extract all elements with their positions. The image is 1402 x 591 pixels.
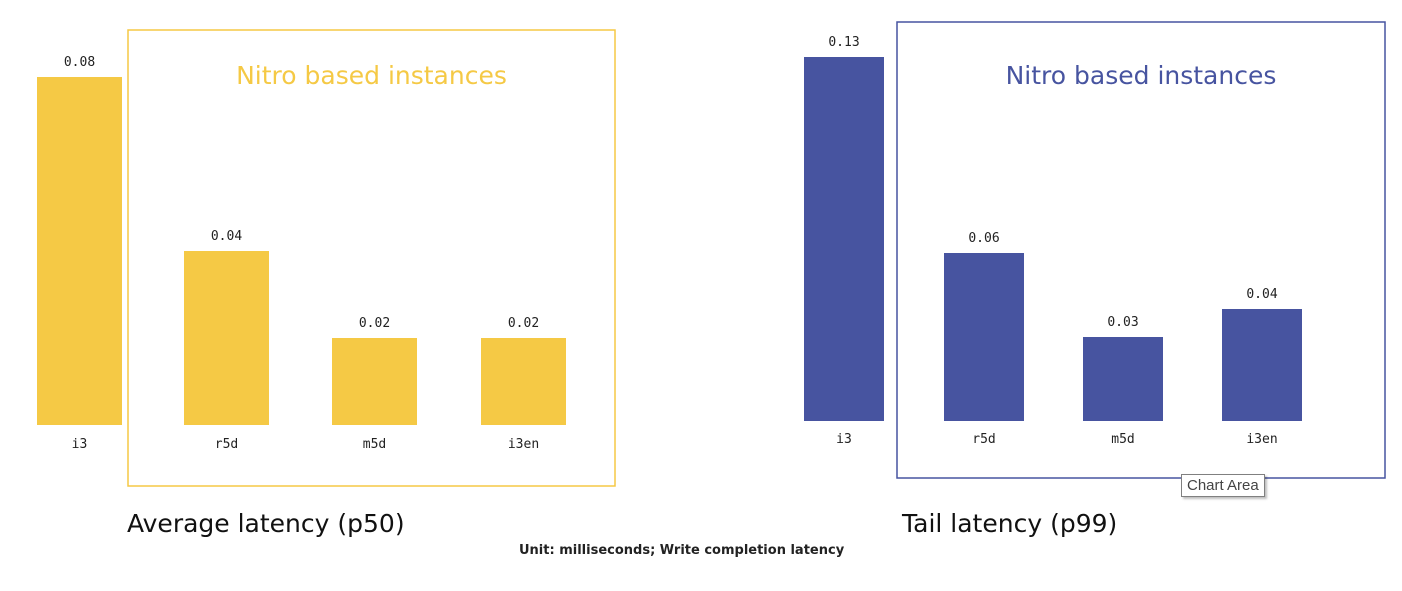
chart-area-tooltip: Chart Area [1181,474,1265,497]
category-label: i3 [836,432,852,447]
nitro-group-box [127,29,616,487]
category-label: r5d [215,437,238,452]
nitro-group-title: Nitro based instances [236,61,507,90]
bar-i3 [804,57,884,421]
bar-i3en [1222,309,1302,421]
chart-tail-latency-svg[interactable]: Nitro based instances 0.13 i3 0.06 r5d 0.03 m5… [700,0,1402,500]
bar-value-label: 0.02 [359,316,390,331]
category-label: m5d [1111,432,1134,447]
category-label: i3 [72,437,88,452]
chart-title-average-latency: Average latency (p50) [127,509,405,538]
category-label: i3en [1246,432,1277,447]
unit-note: Unit: milliseconds; Write completion lat… [519,543,845,558]
chart-tail-latency[interactable]: Nitro based instances 0.13 i3 0.06 r5d 0.03 m5… [700,0,1402,500]
nitro-group-box [896,21,1386,479]
bar-value-label: 0.06 [968,231,999,246]
bar-r5d [184,251,269,425]
category-label: r5d [972,432,995,447]
nitro-group-title: Nitro based instances [1006,61,1277,90]
bar-m5d [332,338,417,425]
bar-r5d [944,253,1024,421]
bar-value-label: 0.02 [508,316,539,331]
chart-average-latency: Nitro based instances 0.08 i3 0.04 r5d 0.02 m5… [0,0,700,500]
bar-value-label: 0.13 [828,35,859,50]
bar-m5d [1083,337,1163,421]
chart-average-latency-svg: Nitro based instances 0.08 i3 0.04 r5d 0.02 m5… [37,29,616,487]
bar-i3en [481,338,566,425]
bar-i3 [37,77,122,425]
bar-value-label: 0.03 [1107,315,1138,330]
category-label: m5d [363,437,386,452]
bar-value-label: 0.08 [64,55,95,70]
chart-title-tail-latency: Tail latency (p99) [902,509,1118,538]
category-label: i3en [508,437,539,452]
bar-value-label: 0.04 [1246,287,1277,302]
bar-value-label: 0.04 [211,229,242,244]
